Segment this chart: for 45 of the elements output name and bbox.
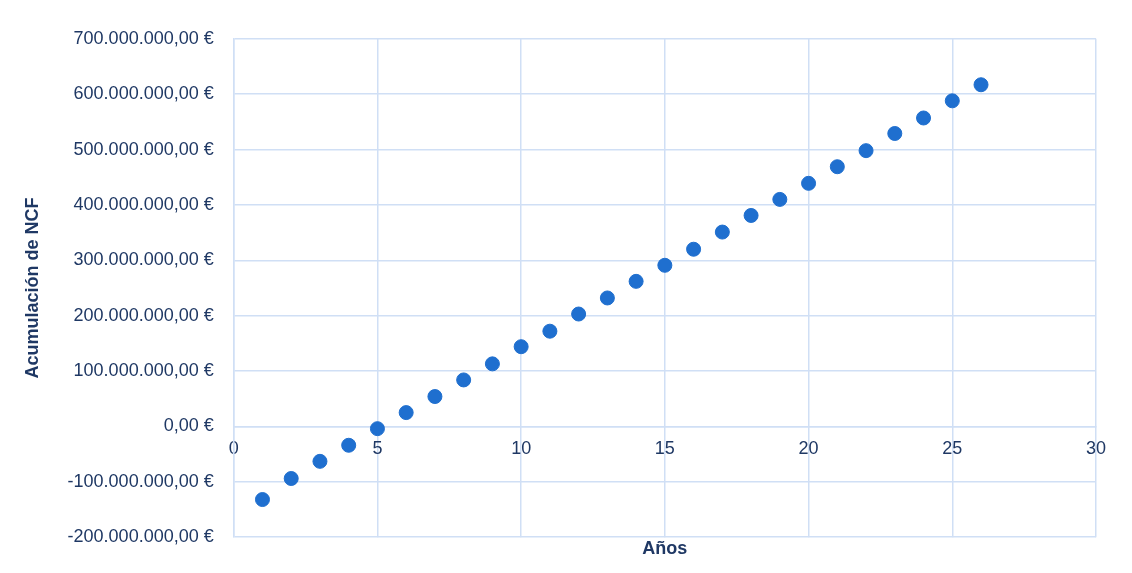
y-tick-label: 400.000.000,00 € [73,193,214,214]
x-tick-label: 10 [511,438,532,459]
point [801,175,817,191]
point [973,77,989,93]
y-tick-label: 100.000.000,00 € [73,360,214,381]
point [944,93,960,109]
y-tick-label: 500.000.000,00 € [73,138,214,159]
point [743,207,759,223]
x-tick-label: 5 [372,438,383,459]
point [714,224,730,240]
point [657,257,673,273]
point [398,405,414,421]
x-tick-label: 30 [1085,438,1106,459]
point [571,306,587,322]
x-tick-label: 0 [228,438,239,459]
point [887,126,903,141]
y-tick-label: 200.000.000,00 € [73,304,214,325]
point [283,471,299,486]
y-tick-label: 600.000.000,00 € [73,83,214,104]
y-tick-label: 300.000.000,00 € [73,249,214,270]
point [341,437,357,453]
point [858,143,874,159]
point [254,492,270,508]
point [312,453,328,469]
point [369,421,385,437]
x-tick-label: 20 [798,438,819,459]
point [829,159,845,175]
point [542,323,558,339]
point [427,389,443,405]
point [456,372,472,388]
y-tick-label: -200.000.000,00 € [67,526,214,547]
x-tick-label: 15 [654,438,675,459]
point [772,191,788,207]
y-axis-title: Acumulación de NCF [21,197,42,379]
point [916,110,932,126]
x-axis-title: Años [642,537,688,558]
point [484,356,500,372]
x-tick-label: 25 [942,438,963,459]
point [599,290,615,306]
y-tick-label: 700.000.000,00 € [73,27,214,48]
point [513,339,529,355]
y-tick-label: 0,00 € [163,415,214,436]
point [686,241,702,257]
point [628,273,644,289]
y-tick-label: -100.000.000,00 € [67,470,214,491]
